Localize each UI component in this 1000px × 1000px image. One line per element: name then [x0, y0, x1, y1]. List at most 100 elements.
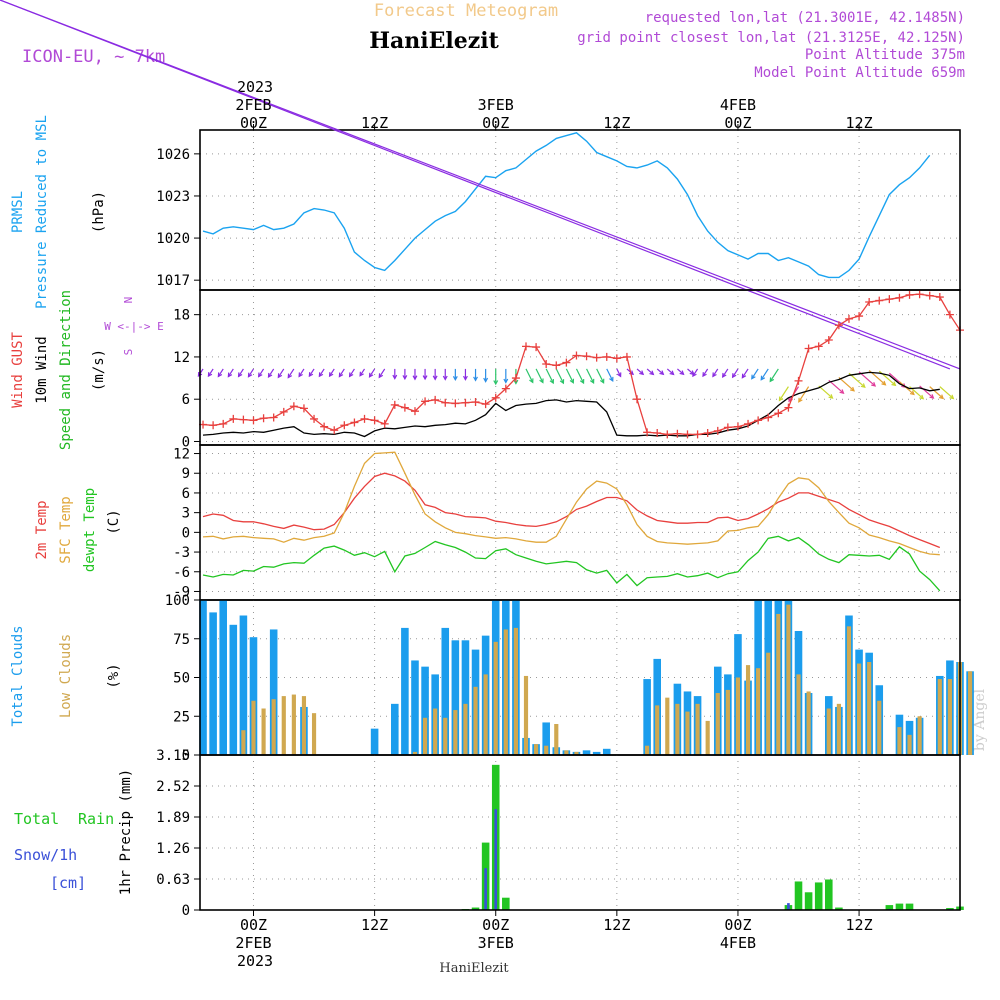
date-label-top: 4FEB	[720, 96, 756, 114]
total-clouds-bar	[582, 750, 591, 755]
compass-s: S	[122, 349, 135, 356]
gust-marker	[612, 354, 621, 363]
low-clouds-bar	[443, 717, 448, 755]
gust-marker	[673, 429, 682, 438]
wind-direction-arrow	[818, 385, 833, 399]
time-label-top: 00Z	[724, 114, 751, 132]
y-tick-label: 1.26	[156, 841, 190, 857]
wind-arrow-head	[949, 394, 955, 400]
wind-direction-arrow	[287, 368, 295, 378]
gust-marker	[400, 403, 409, 412]
gust-marker	[209, 421, 218, 430]
gust-marker	[663, 430, 672, 439]
low-clouds-bar	[947, 679, 952, 755]
precip-panel: 0 0.63 1.26 1.89 2.52 3.15	[156, 748, 964, 919]
low-clouds-bar	[271, 699, 276, 755]
wind-direction-arrow	[939, 386, 954, 400]
gust-marker	[380, 419, 389, 428]
gust-marker	[562, 358, 571, 367]
wind-direction-arrow	[778, 386, 789, 401]
temp-dewpt-line	[202, 535, 941, 592]
date-label-bottom: 2FEB	[235, 934, 271, 952]
precip-labels: Total Rain Snow/1h [cm] 1hr Precip (mm)	[14, 769, 134, 895]
pressure-line	[202, 132, 931, 279]
temp-2m-line	[202, 472, 941, 549]
gust-marker	[572, 351, 581, 360]
date-label-bottom: 4FEB	[720, 934, 756, 952]
total-clouds-bar	[229, 624, 238, 755]
wind-arrow-head	[549, 379, 554, 385]
wind-direction-arrow	[338, 368, 345, 377]
wind-arrow-head	[227, 372, 233, 378]
gust-marker	[844, 314, 853, 323]
low-clouds-bar	[513, 627, 518, 755]
low-clouds-bar	[856, 663, 862, 755]
total-clouds-bar	[239, 615, 248, 755]
wind-direction-arrow	[575, 368, 585, 384]
wind-arrow-head	[308, 372, 314, 378]
gust-marker	[582, 352, 591, 361]
low-clouds-bar	[877, 700, 882, 755]
clouds-panel: 0 25 50 75 100	[165, 593, 974, 764]
y-tick-label: 2.52	[156, 779, 190, 795]
gust-marker	[552, 361, 561, 370]
total-clouds-bar	[461, 640, 470, 755]
wind-arrow-head	[649, 370, 655, 376]
wind-speed-line	[202, 371, 940, 438]
total-clouds-bar	[421, 666, 429, 755]
temp-labels: 2m Temp SFC Temp dewpt Temp (C)	[34, 488, 122, 572]
wind-direction-arrow	[268, 368, 275, 378]
wind-panel: 0 6 12 18	[0, 0, 964, 450]
wind-arrow-head	[760, 375, 766, 381]
wind-arrow-head	[722, 372, 727, 378]
wind-direction-arrow	[741, 368, 749, 378]
low-clouds-bar	[665, 697, 670, 755]
gust-marker	[289, 402, 298, 411]
wind-arrow-head	[616, 372, 622, 378]
wind-arrow-head	[881, 380, 887, 386]
snow-unit: [cm]	[50, 874, 86, 892]
low-clouds-bar	[907, 734, 912, 755]
plot-area: 1017102010231026061218-9-6-3036912025507…	[0, 0, 974, 952]
total-clouds-bar	[199, 600, 207, 755]
wind-arrow-head	[412, 375, 418, 381]
compass-n: N	[122, 297, 135, 304]
low-clouds-bar	[301, 696, 307, 755]
wind-direction-arrow	[646, 368, 654, 375]
low-clouds-bar	[281, 696, 286, 755]
wind-direction-arrow	[277, 368, 285, 378]
gust-marker	[683, 430, 692, 439]
low-clouds-bar	[241, 730, 246, 755]
low-clouds-bar	[251, 700, 256, 755]
wind-direction-arrow	[555, 368, 564, 384]
gust-marker	[723, 423, 732, 432]
wind-direction-arrow	[769, 368, 779, 382]
wind-arrow-head	[860, 383, 866, 389]
wind-direction-arrow	[535, 368, 544, 383]
wind-arrow-head	[247, 372, 253, 378]
low-clouds-bar	[574, 751, 579, 755]
time-label-top: 12Z	[603, 114, 630, 132]
low-clouds-bar	[291, 694, 296, 755]
wind-direction-arrow	[828, 379, 844, 394]
low-clouds-bar	[715, 693, 720, 755]
wind-arrow-head	[539, 378, 544, 384]
wind-arrow-head	[338, 372, 344, 378]
wind-direction-arrow	[359, 368, 366, 377]
wind-direction-arrow	[848, 372, 866, 388]
low-clouds-bar	[745, 665, 751, 755]
wind-direction-arrow	[712, 368, 719, 377]
wind-direction-arrow	[217, 368, 224, 377]
total-clouds-bar	[401, 627, 409, 755]
wind-direction-arrow	[0, 0, 961, 370]
pressure-label-a: PRMSL	[10, 191, 26, 233]
model-label: ICON-EU, ~ 7km	[22, 47, 165, 67]
wind-arrow-head	[359, 371, 364, 377]
wind-direction-arrow	[318, 368, 325, 377]
wind-arrow-head	[237, 372, 243, 378]
wind-labels: Wind GUST 10m Wind Speed and Direction (…	[10, 290, 164, 450]
total-clouds-bar	[643, 679, 651, 755]
wind-gust-line	[202, 293, 961, 436]
gust-marker	[451, 399, 460, 408]
temp-panel: -9 -6 -3 0 3 6 9 12	[173, 444, 961, 601]
